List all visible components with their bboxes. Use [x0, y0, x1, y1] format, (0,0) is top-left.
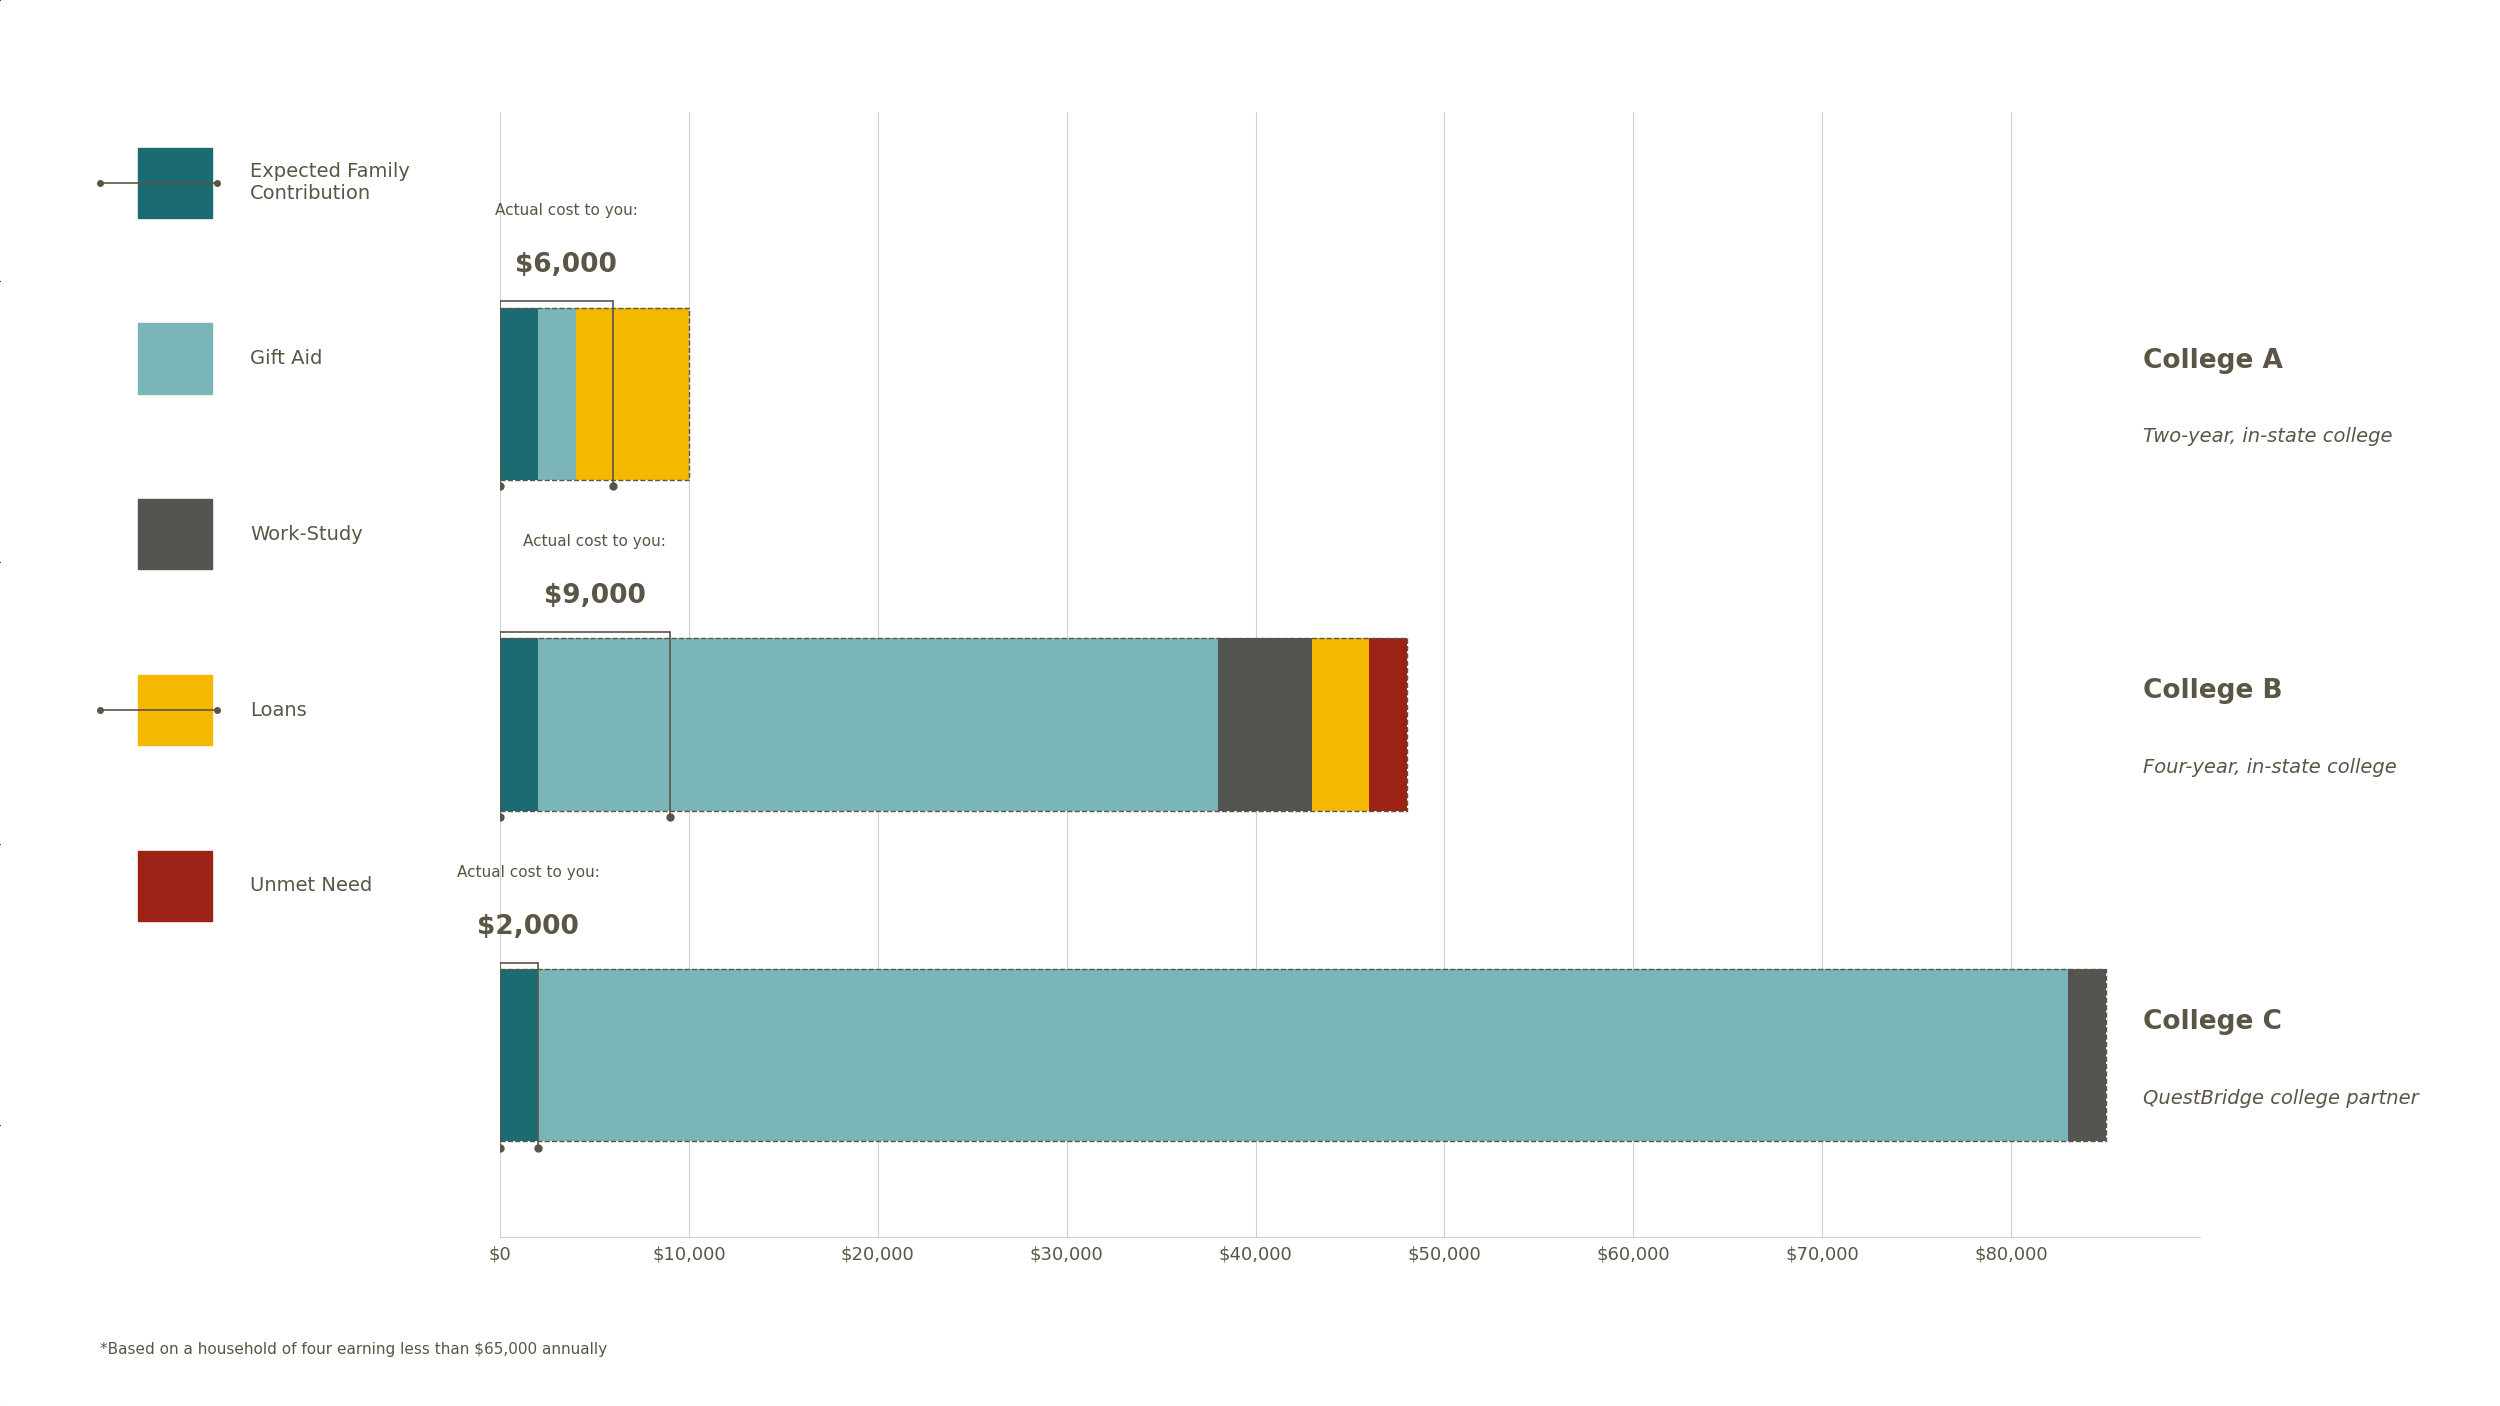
- Bar: [1312, 638, 1370, 810]
- Bar: [500, 969, 538, 1142]
- Bar: [500, 638, 1408, 810]
- Bar: [1370, 638, 1407, 810]
- Text: College B: College B: [2142, 679, 2282, 704]
- Bar: [500, 969, 2105, 1142]
- Text: Unmet Need: Unmet Need: [250, 876, 372, 896]
- Text: Four-year, in-state college: Four-year, in-state college: [2142, 758, 2398, 778]
- Text: *Based on a household of four earning less than $65,000 annually: *Based on a household of four earning le…: [100, 1343, 608, 1357]
- Bar: [575, 308, 690, 479]
- Bar: [2068, 969, 2105, 1142]
- Text: Gift Aid: Gift Aid: [250, 349, 322, 368]
- Text: $9,000: $9,000: [542, 582, 645, 609]
- Text: $2,000: $2,000: [478, 914, 580, 939]
- Text: Expected Family
Contribution: Expected Family Contribution: [250, 162, 410, 204]
- Text: Actual cost to you:: Actual cost to you:: [458, 865, 600, 880]
- Bar: [538, 969, 2068, 1142]
- Text: Actual cost to you:: Actual cost to you:: [522, 534, 665, 550]
- Text: College A: College A: [2142, 347, 2282, 374]
- Text: Work-Study: Work-Study: [250, 524, 362, 544]
- Bar: [538, 308, 575, 479]
- Bar: [500, 308, 690, 479]
- Text: $6,000: $6,000: [515, 252, 618, 278]
- Text: Two-year, in-state college: Two-year, in-state college: [2142, 427, 2392, 446]
- Text: Actual cost to you:: Actual cost to you:: [495, 204, 638, 218]
- Bar: [500, 638, 538, 810]
- Text: College C: College C: [2142, 1010, 2282, 1035]
- Bar: [538, 638, 1218, 810]
- Text: Loans: Loans: [250, 700, 308, 720]
- Bar: [500, 308, 538, 479]
- Text: QuestBridge college partner: QuestBridge college partner: [2142, 1088, 2420, 1108]
- Bar: [1218, 638, 1312, 810]
